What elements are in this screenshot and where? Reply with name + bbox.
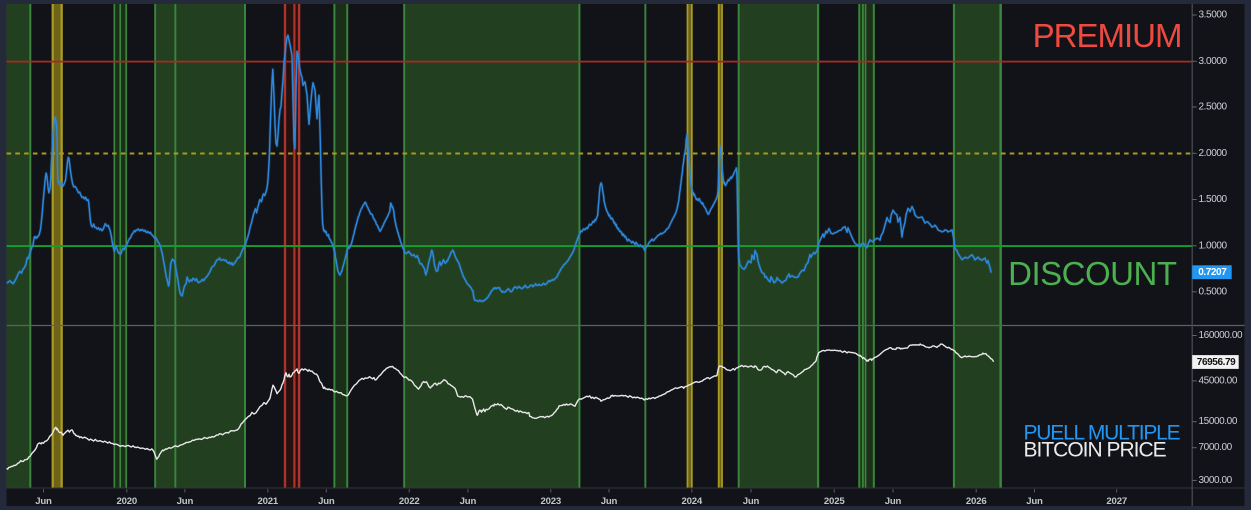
svg-text:Jun: Jun [35, 496, 52, 507]
svg-text:3.5000: 3.5000 [1199, 10, 1228, 21]
svg-text:7000.00: 7000.00 [1199, 442, 1233, 453]
svg-text:0.5000: 0.5000 [1199, 286, 1228, 297]
svg-text:Jun: Jun [460, 496, 477, 507]
svg-text:Jun: Jun [177, 496, 194, 507]
svg-text:2022: 2022 [399, 496, 420, 507]
svg-text:2023: 2023 [541, 496, 562, 507]
svg-text:PUELL MULTIPLE: PUELL MULTIPLE [1024, 421, 1181, 444]
svg-text:2024: 2024 [682, 496, 703, 507]
svg-text:Jun: Jun [318, 496, 335, 507]
svg-text:Jun: Jun [601, 496, 618, 507]
svg-text:Jun: Jun [1026, 496, 1043, 507]
svg-text:Jun: Jun [743, 496, 760, 507]
svg-text:3.0000: 3.0000 [1199, 56, 1228, 67]
svg-text:76956.79: 76956.79 [1197, 357, 1236, 368]
svg-text:2026: 2026 [966, 496, 987, 507]
svg-text:Jun: Jun [885, 496, 902, 507]
svg-text:DISCOUNT: DISCOUNT [1008, 255, 1177, 292]
svg-text:2020: 2020 [117, 496, 138, 507]
svg-text:1.0000: 1.0000 [1199, 240, 1228, 251]
svg-text:15000.00: 15000.00 [1199, 416, 1238, 427]
svg-text:2025: 2025 [824, 496, 845, 507]
svg-text:BITCOIN PRICE: BITCOIN PRICE [1024, 438, 1167, 461]
svg-text:0.7207: 0.7207 [1198, 267, 1227, 278]
svg-text:45000.00: 45000.00 [1199, 375, 1238, 386]
svg-text:2.5000: 2.5000 [1199, 102, 1228, 113]
svg-text:2021: 2021 [258, 496, 279, 507]
svg-text:1.5000: 1.5000 [1199, 194, 1228, 205]
svg-text:3000.00: 3000.00 [1199, 475, 1233, 486]
svg-text:PREMIUM: PREMIUM [1033, 17, 1182, 54]
svg-text:160000.00: 160000.00 [1199, 330, 1244, 341]
svg-text:2027: 2027 [1106, 496, 1127, 507]
svg-text:2.0000: 2.0000 [1199, 148, 1228, 159]
